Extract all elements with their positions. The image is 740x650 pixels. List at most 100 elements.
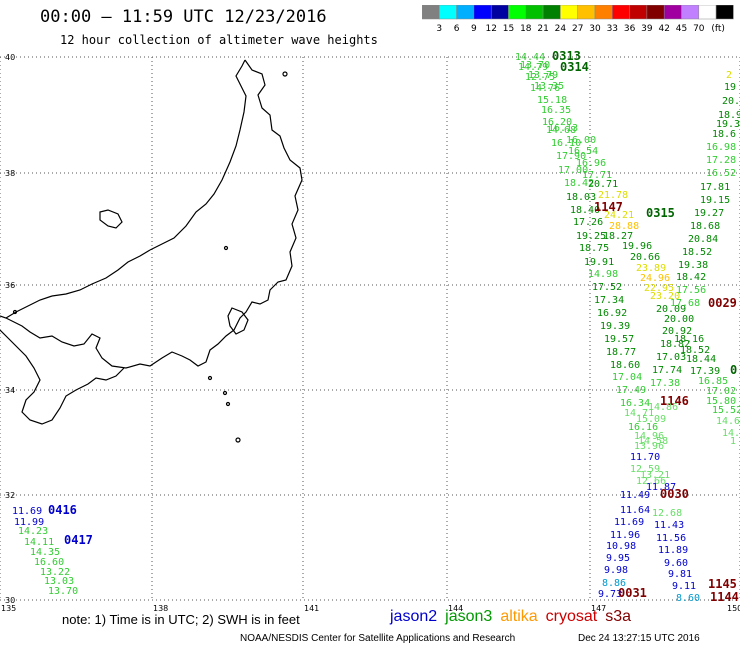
wave-height-value: 9.81	[668, 569, 692, 580]
wave-height-value: 13.70	[520, 60, 550, 71]
longitude-label: 147	[591, 604, 606, 613]
wave-height-value: 10.98	[606, 541, 636, 552]
wave-height-value: 18.42	[676, 272, 706, 283]
wave-height-value: 11.87	[646, 482, 676, 493]
map-subtitle: 12 hour collection of altimeter wave hei…	[60, 33, 378, 47]
color-scale-legend: 3 6 9 12 15 18 21 24 27 30 33 36 39 42 45 70 (ft)	[421, 4, 734, 39]
pass-time-label: 1145	[708, 577, 737, 591]
wave-height-value: 2	[726, 70, 732, 81]
wave-height-value: 12.59	[630, 464, 660, 475]
legend-tick-label: 15	[503, 24, 514, 34]
wave-height-value: 18.16	[674, 334, 704, 345]
wave-height-value: 18.82	[660, 339, 690, 350]
wave-height-value: 20.00	[664, 314, 694, 325]
wave-height-value: 16.10	[551, 138, 581, 149]
wave-height-value: 22.95	[644, 283, 674, 294]
wave-height-value: 11.99	[14, 517, 44, 528]
wave-height-value: 17.26	[573, 217, 603, 228]
wave-height-value: 16.54	[568, 146, 598, 157]
satellite-jason2: jason2	[390, 608, 438, 625]
latitude-label: 38	[5, 169, 15, 178]
wave-height-value: 17.34	[594, 295, 624, 306]
wave-height-value: 17.28	[706, 155, 736, 166]
wave-height-value: 18.40	[570, 205, 600, 216]
wave-height-value: 17.03	[656, 352, 686, 363]
longitude-label: 141	[304, 604, 319, 613]
pass-time-label: 1144	[710, 590, 739, 604]
wave-height-value: 13.79	[528, 70, 558, 81]
longitude-label: 144	[448, 604, 463, 613]
wave-height-value: 14.44	[515, 52, 545, 63]
legend-tick-label: 3	[436, 24, 442, 34]
legend-tick-label: 12	[485, 24, 496, 34]
longitude-label: 138	[153, 604, 168, 613]
legend-swatch	[715, 4, 734, 20]
wave-height-value: 15.80	[706, 396, 736, 407]
wave-height-value: 16.35	[541, 105, 571, 116]
wave-height-value: 20.	[722, 96, 740, 107]
legend-tick-label: 27	[572, 24, 583, 34]
wave-height-value: 18.6	[712, 129, 736, 140]
wave-height-value: 16.96	[576, 158, 606, 169]
wave-height-value: 18.9	[718, 110, 740, 121]
wave-height-value: 19.27	[694, 208, 724, 219]
pass-time-label: 0031	[618, 586, 647, 600]
wave-height-value: 16.92	[597, 308, 627, 319]
wave-height-value: 18.60	[610, 360, 640, 371]
wave-height-value: 11.69	[614, 517, 644, 528]
wave-height-value: 14.	[722, 428, 740, 439]
latitude-label: 30	[5, 596, 15, 605]
wave-height-value: 13.35	[534, 81, 564, 92]
wave-height-value: 16.00	[566, 135, 596, 146]
pass-time-label: 0313	[552, 49, 581, 63]
wave-height-value: 14.86	[648, 402, 678, 413]
wave-height-value: 23.89	[636, 263, 666, 274]
wave-height-value: 14.11	[24, 537, 54, 548]
legend-tick-label: 45	[676, 24, 687, 34]
japan-coastline	[0, 59, 303, 443]
wave-height-value: 23.20	[650, 291, 680, 302]
wave-height-value: 17.74	[652, 365, 682, 376]
wave-height-value: 9.95	[606, 553, 630, 564]
wave-height-value: 15.18	[537, 95, 567, 106]
wave-height-value: 16.98	[706, 142, 736, 153]
wave-height-value: 13.21	[640, 470, 670, 481]
wave-height-value: 14.58	[638, 436, 668, 447]
wave-height-value: 19.57	[604, 334, 634, 345]
wave-height-value: 11.64	[620, 505, 650, 516]
wave-height-value: 24.96	[640, 273, 670, 284]
legend-tick-label: 39	[641, 24, 653, 34]
wave-height-value: 17.68	[670, 298, 700, 309]
generated-timestamp: Dec 24 13:27:15 UTC 2016	[578, 633, 700, 644]
map-title: 00:00 – 11:59 UTC 12/23/2016	[40, 7, 327, 27]
pass-time-label: 0029	[708, 296, 737, 310]
satellite-s3a: s3a	[605, 608, 632, 625]
wave-height-value: 11.70	[630, 452, 660, 463]
wave-height-value: 17.04	[612, 372, 642, 383]
wave-height-value: 16.16	[628, 422, 658, 433]
wave-height-value: 1	[730, 436, 736, 447]
wave-height-value: 11.69	[12, 506, 42, 517]
wave-height-value: 13.70	[48, 586, 78, 597]
wave-height-value: 13.03	[44, 576, 74, 587]
legend-tick-label: 70	[693, 24, 705, 34]
latitude-label: 34	[5, 386, 15, 395]
wave-height-value: 18.52	[682, 247, 712, 258]
legend-tick-label: 33	[607, 24, 618, 34]
satellite-jason3: jason3	[445, 608, 493, 625]
credit-line: NOAA/NESDIS Center for Satellite Applica…	[240, 633, 516, 644]
color-scale-bar: 3 6 9 12 15 18 21 24 27 30 33 36 39 42 45 70 (ft)	[421, 4, 734, 34]
wave-height-value: 18.27	[603, 231, 633, 242]
wave-height-value: 17.00	[558, 165, 588, 176]
wave-height-value: 14.68	[546, 125, 576, 136]
wave-height-value: 14.71	[624, 408, 654, 419]
wave-height-value: 18.44	[686, 354, 716, 365]
wave-height-value: 16.13	[548, 123, 578, 134]
latitude-label: 32	[5, 491, 15, 500]
wave-height-value: 19	[724, 82, 736, 93]
wave-height-labels: 0313031414.4414.7913.7012.7513.7914.7613…	[12, 49, 740, 604]
legend-tick-label: 18	[520, 24, 532, 34]
wave-height-value: 17.49	[616, 385, 646, 396]
wave-height-value: 24.21	[604, 210, 634, 221]
